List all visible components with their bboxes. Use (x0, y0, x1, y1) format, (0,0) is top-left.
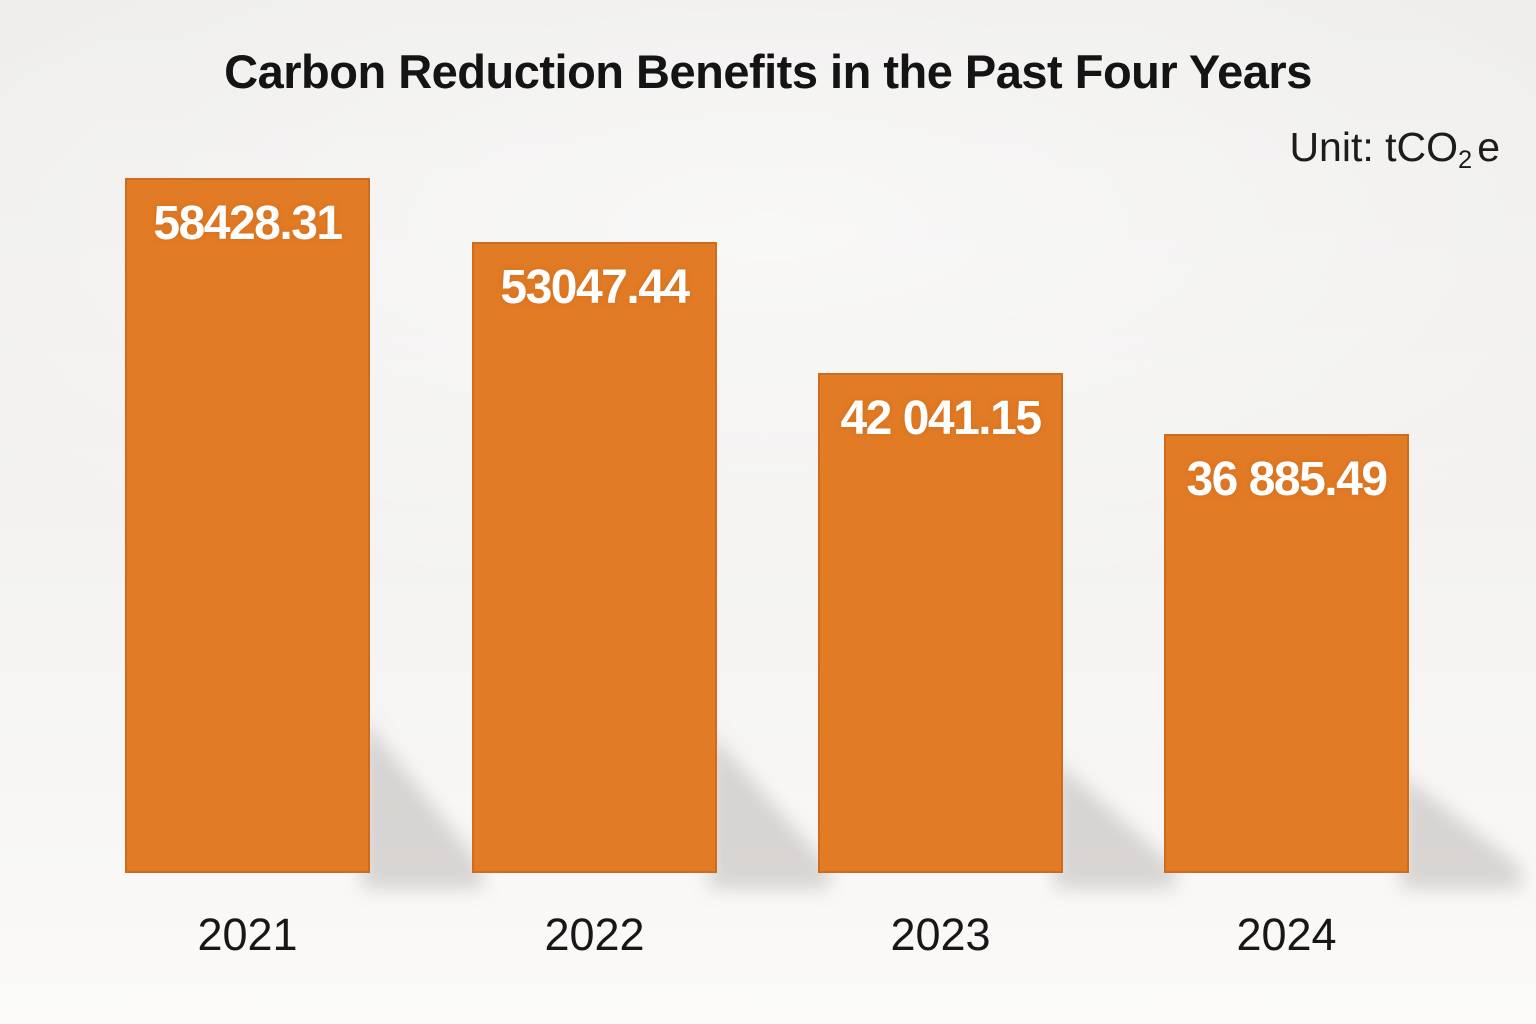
bar-value-2022: 53047.44 (500, 261, 690, 314)
unit-prefix: Unit: tCO (1289, 124, 1459, 170)
chart-title: Carbon Reduction Benefits in the Past Fo… (224, 45, 1312, 98)
bar-value-2023: 42 041.15 (840, 392, 1042, 445)
bar-group-2021: 58428.31 2021 (125, 0, 370, 957)
x-axis-label-2021: 2021 (197, 909, 298, 960)
x-axis-label-2023: 2023 (890, 909, 991, 960)
unit-suffix: e (1477, 124, 1500, 170)
bar-2024: 36 885.49 (1164, 434, 1409, 873)
x-axis-label-2022: 2022 (544, 909, 645, 960)
bar-group-2022: 53047.44 2022 (472, 0, 717, 957)
bar-group-2023: 42 041.15 2023 (818, 0, 1063, 957)
x-axis-label-2024: 2024 (1236, 909, 1337, 960)
bar-value-2024: 36 885.49 (1186, 453, 1388, 506)
bar-group-2024: 36 885.49 2024 (1164, 0, 1409, 957)
bar-2021: 58428.31 (125, 178, 370, 873)
unit-subscript: 2 (1458, 146, 1473, 175)
bar-value-2021: 58428.31 (153, 197, 343, 250)
bar-2023: 42 041.15 (818, 373, 1063, 873)
bar-2022: 53047.44 (472, 242, 717, 873)
plot-area: 58428.31 2021 53047.44 2022 42 041.15 20… (125, 0, 1409, 957)
unit-label: Unit: tCO2 e (1289, 124, 1500, 175)
